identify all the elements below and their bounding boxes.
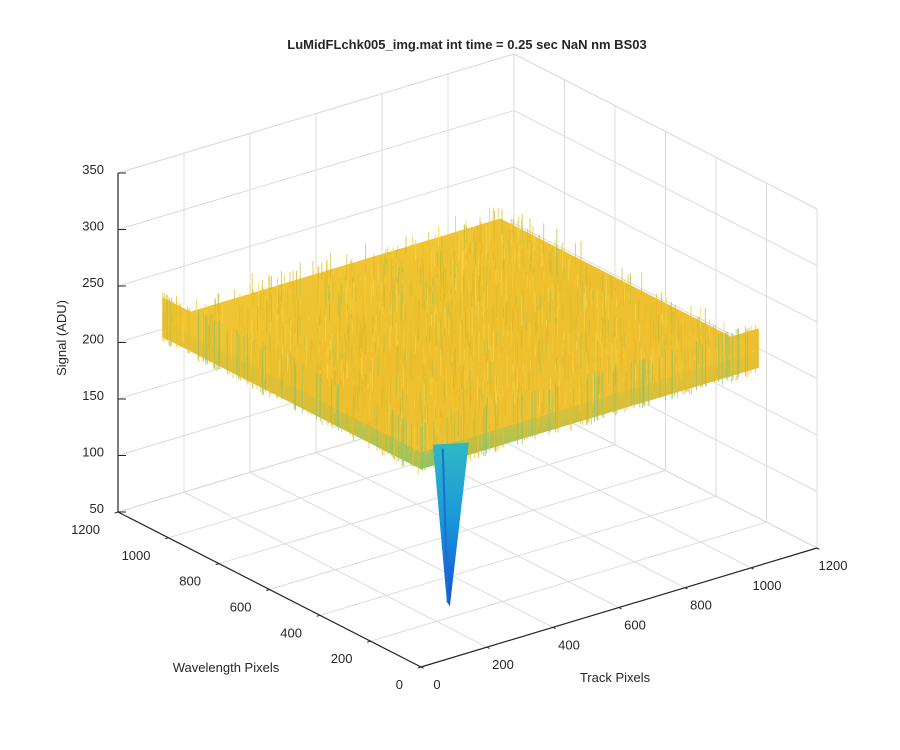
chart-title: LuMidFLchk005_img.mat int time = 0.25 se… (287, 37, 646, 52)
y-tick-mark (114, 511, 119, 514)
x-tick-mark (552, 626, 556, 630)
x-tick-label: 0 (433, 677, 440, 692)
y-axis-label: Wavelength Pixels (173, 660, 280, 675)
x-tick-mark (816, 547, 820, 550)
z-axis-label: Signal (ADU) (54, 300, 69, 376)
y-tick-label: 1200 (71, 522, 100, 537)
x-tick-label: 1200 (819, 558, 848, 573)
back-wall-grid-z (117, 166, 515, 287)
y-tick-label: 200 (331, 651, 353, 666)
y-tick-label: 600 (230, 600, 252, 615)
z-tick-label: 350 (82, 162, 104, 177)
x-tick-mark (684, 587, 688, 590)
y-tick-mark (165, 537, 169, 540)
y-tick-label: 800 (179, 574, 201, 589)
y-tick-label: 1000 (122, 548, 151, 563)
side-wall-grid-z (513, 53, 818, 210)
x-tick-label: 800 (690, 598, 712, 613)
z-tick-label: 50 (90, 501, 104, 516)
y-tick-mark (316, 614, 321, 617)
x-tick-label: 600 (624, 618, 646, 633)
x-tick-label: 400 (558, 637, 580, 652)
y-tick-mark (266, 589, 270, 591)
z-tick-label: 100 (82, 445, 104, 460)
x-tick-mark (750, 567, 754, 570)
tick-labels: 0 200 400 600 800 1000 1200 0 200 400 600 800 1000 12… (71, 162, 847, 692)
side-wall-grid-z (513, 223, 818, 379)
x-tick-label: 1000 (753, 578, 782, 593)
x-axis-label: Track Pixels (580, 670, 651, 685)
axes (114, 172, 820, 669)
side-wall-grid-z (513, 166, 818, 323)
y-tick-mark (215, 563, 220, 566)
surface (162, 207, 759, 607)
surface-dip (432, 442, 469, 607)
floor-grid-y (370, 521, 767, 642)
floor-grid-y (319, 495, 717, 616)
y-tick-mark (367, 640, 371, 643)
y-tick-mark (417, 666, 422, 669)
floor-grid-y (269, 470, 666, 590)
y-tick-label: 400 (280, 625, 302, 640)
floor-grid-y (218, 444, 616, 565)
back-wall-grid-z (117, 53, 515, 174)
x-tick-mark (618, 607, 622, 610)
x-tick-mark (420, 666, 424, 669)
x-tick-mark (486, 646, 490, 649)
z-tick-label: 250 (82, 275, 104, 290)
y-tick-label: 0 (396, 677, 403, 692)
x-tick-label: 200 (492, 657, 514, 672)
side-wall-grid-z (513, 110, 818, 266)
z-tick-label: 150 (82, 388, 104, 403)
back-wall-grid-z (117, 110, 515, 230)
surface-dip-core (441, 448, 449, 603)
z-tick-label: 200 (82, 332, 104, 347)
surface-noise (162, 207, 756, 475)
z-tick-label: 300 (82, 219, 104, 234)
